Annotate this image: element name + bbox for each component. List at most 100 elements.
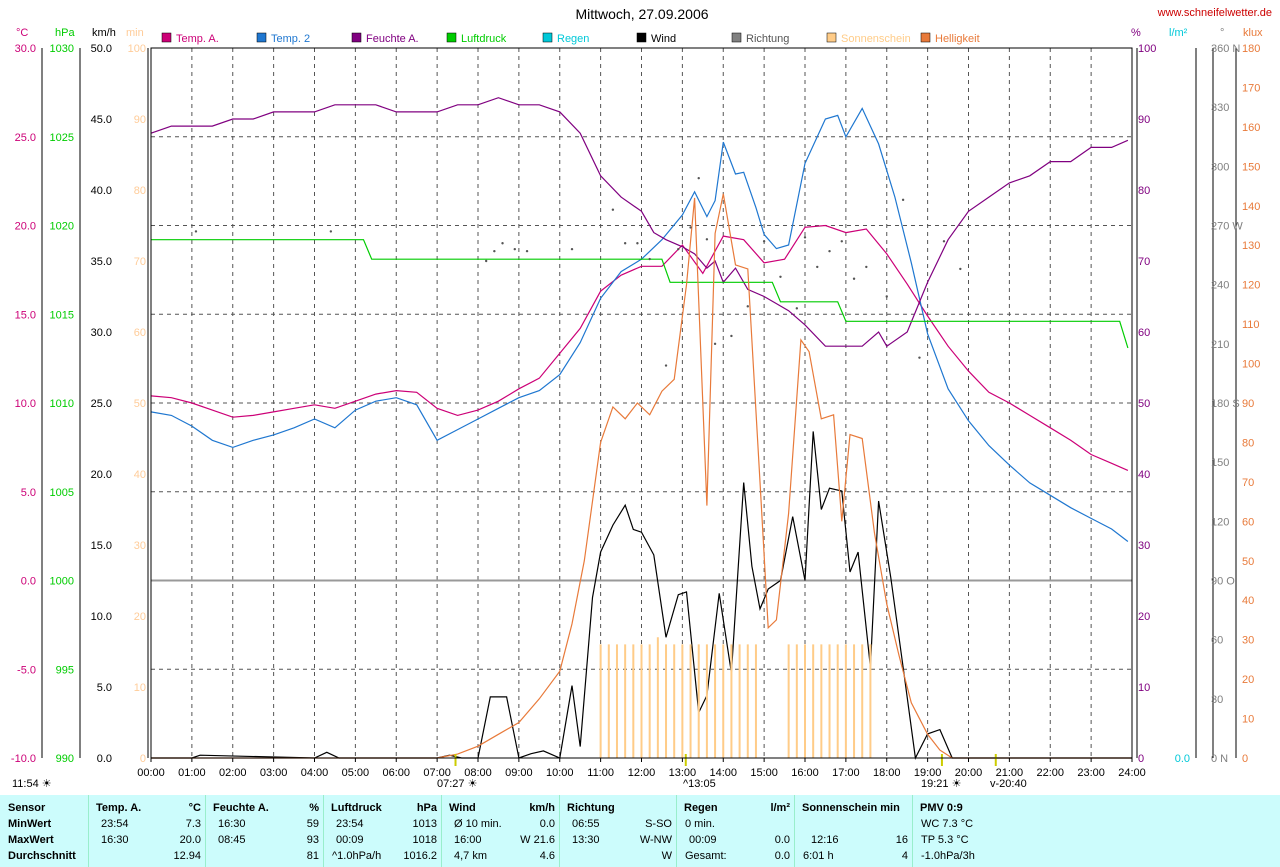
direction-point xyxy=(689,226,692,229)
feuchte-a-line xyxy=(150,97,1129,348)
legend-swatch xyxy=(731,32,742,43)
axis-tick-label: 180 S xyxy=(1211,398,1240,410)
direction-point xyxy=(730,334,733,338)
x-tick-label: 23:00 xyxy=(1077,767,1105,779)
stats-row-label: MinWert xyxy=(8,818,52,830)
axis-tick-label: 180 xyxy=(1242,43,1260,55)
legend-swatch xyxy=(636,32,647,43)
direction-point xyxy=(525,249,529,253)
stats-feuchte: Feuchte A. % 16:30 59 08:45 93 81 xyxy=(205,795,324,867)
stats-pmv-windchill: WC 7.3 °C xyxy=(921,818,974,830)
stats-temp-max-time: 16:30 xyxy=(101,834,129,846)
stats-wind-header: Wind xyxy=(449,802,476,814)
stats-feuchte-avg-value: 81 xyxy=(306,850,319,862)
axis-tick-label: 150 xyxy=(1211,457,1229,469)
legend-label: Regen xyxy=(557,33,589,45)
axis-tick-label: 25.0 xyxy=(15,132,36,144)
sun-event-label: ^13:05 xyxy=(683,778,716,790)
x-tick-label: 21:00 xyxy=(996,767,1024,779)
axis-tick-label: 0 xyxy=(1242,753,1248,765)
direction-point xyxy=(942,240,946,243)
direction-point xyxy=(803,236,807,239)
stats-sonne-max-time: 12:16 xyxy=(811,834,839,846)
direction-point xyxy=(501,242,504,245)
x-tick-label: 22:00 xyxy=(1036,767,1064,779)
stats-regen-duration: 0 min. xyxy=(685,818,715,830)
axis-tick-label: 0.0 xyxy=(1175,753,1190,765)
x-tick-label: 06:00 xyxy=(382,767,410,779)
stats-luftdruck-unit: hPa xyxy=(416,802,437,814)
direction-point xyxy=(901,198,905,202)
axis-tick-label: 150 xyxy=(1242,161,1260,173)
axis-unit-label: klux xyxy=(1243,27,1263,39)
axis-tick-label: 360 N xyxy=(1211,43,1240,55)
axis-tick-label: -10.0 xyxy=(11,753,36,765)
axis-unit-label: hPa xyxy=(55,27,75,39)
axis-tick-label: 0 xyxy=(1138,753,1144,765)
direction-point xyxy=(828,249,831,253)
legend-label: Feuchte A. xyxy=(366,33,419,45)
axis-tick-label: 0 xyxy=(140,753,146,765)
direction-point xyxy=(816,265,819,269)
legend-swatch xyxy=(920,32,931,43)
x-tick-label: 00:00 xyxy=(137,767,165,779)
stats-regen-max-time: 00:09 xyxy=(689,834,717,846)
x-tick-label: 02:00 xyxy=(219,767,247,779)
axis-tick-label: 110 xyxy=(1242,319,1260,331)
axis-tick-label: 10.0 xyxy=(91,611,112,623)
axis-tick-label: 270 W xyxy=(1211,221,1243,233)
direction-point xyxy=(697,176,700,180)
axis-tick-label: 40 xyxy=(1138,469,1150,481)
stats-feuchte-unit: % xyxy=(309,802,319,814)
direction-point xyxy=(636,242,639,245)
temp-a-line xyxy=(150,224,1129,471)
axis-tick-label: 5.0 xyxy=(21,487,36,499)
axis-unit-label: km/h xyxy=(92,27,116,39)
luftdruck-line xyxy=(151,239,1129,349)
axis-tick-label: 160 xyxy=(1242,122,1260,134)
x-tick-label: 15:00 xyxy=(750,767,778,779)
axis-tick-label: 80 xyxy=(1138,185,1150,197)
axis-tick-label: 60 xyxy=(134,327,146,339)
axis-tick-label: 210 xyxy=(1211,339,1229,351)
axis-tick-label: 140 xyxy=(1242,201,1260,213)
direction-point xyxy=(713,342,717,346)
legend-label: Temp. A. xyxy=(176,33,219,45)
axis-tick-label: 30 xyxy=(1242,635,1254,647)
stats-luftdruck-avg-value: 1016.2 xyxy=(403,850,437,862)
legend-label: Sonnenschein xyxy=(841,33,911,45)
x-tick-label: 20:00 xyxy=(955,767,983,779)
stats-temp-avg-value: 12.94 xyxy=(173,850,201,862)
axis-unit-label: min xyxy=(126,27,144,39)
x-tick-label: 19:00 xyxy=(914,767,942,779)
axis-tick-label: 50 xyxy=(1138,398,1150,410)
axis-tick-label: 60 xyxy=(1242,516,1254,528)
stats-richtung: Richtung 06:55 S-SO 13:30 W-NW W xyxy=(559,795,677,867)
axis-tick-label: 20 xyxy=(1138,611,1150,623)
axis-tick-label: 90 xyxy=(1138,114,1150,126)
stats-sonne-header: Sonnenschein min xyxy=(802,802,900,814)
x-tick-label: 04:00 xyxy=(301,767,329,779)
x-tick-label: 17:00 xyxy=(832,767,860,779)
legend-swatch xyxy=(826,32,837,43)
stats-luftdruck: Luftdruck hPa 23:54 1013 00:09 1018 ^1.0… xyxy=(323,795,442,867)
stats-luftdruck-header: Luftdruck xyxy=(331,802,382,814)
stats-richtung-max-time: 13:30 xyxy=(572,834,600,846)
stats-luftdruck-max-time: 00:09 xyxy=(336,834,364,846)
stats-wind-avg-value: 4.6 xyxy=(539,850,555,862)
stats-temp-max-value: 20.0 xyxy=(179,834,201,846)
axis-tick-label: 50 xyxy=(1242,556,1254,568)
axis-tick-label: 100 xyxy=(128,43,146,55)
axis-tick-label: 45.0 xyxy=(91,114,112,126)
direction-point xyxy=(623,242,627,245)
stats-sonne: Sonnenschein min 12:16 16 6:01 h 4 xyxy=(794,795,913,867)
chart-title: Mittwoch, 27.09.2006 xyxy=(575,6,708,22)
stats-wind-avg10-value: 0.0 xyxy=(539,818,555,830)
legend-swatch xyxy=(256,32,267,43)
x-tick-label: 12:00 xyxy=(628,767,656,779)
axis-tick-label: 130 xyxy=(1242,240,1260,252)
x-tick-label: 01:00 xyxy=(178,767,206,779)
axis-tick-label: 70 xyxy=(1138,256,1150,268)
axis-tick-label: 20 xyxy=(134,611,146,623)
direction-point xyxy=(513,247,516,251)
